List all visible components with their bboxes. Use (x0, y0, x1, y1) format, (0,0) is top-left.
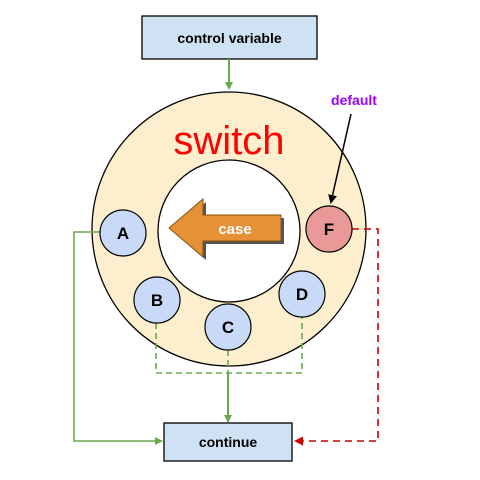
default-node-f-label: F (324, 220, 334, 239)
case-node-a: A (99, 209, 147, 257)
default-node-f: F (305, 205, 353, 253)
case-node-c: C (204, 303, 252, 351)
continue-box: continue (163, 422, 293, 462)
case-node-a-label: A (117, 224, 129, 243)
default-pointer-arrow (328, 113, 352, 204)
case-node-b-label: B (151, 291, 163, 310)
continue-label: continue (199, 434, 258, 450)
default-label: default (331, 92, 377, 108)
switch-label: switch (173, 119, 284, 163)
control-variable-label: control variable (177, 30, 281, 46)
case-arrow: case (168, 197, 284, 260)
default-to-continue-flow (294, 228, 379, 446)
case-label: case (218, 221, 251, 238)
control-variable-box: control variable (141, 15, 318, 60)
case-node-b: B (133, 276, 181, 324)
case-node-d: D (278, 270, 326, 318)
node-a-to-continue-flow (73, 231, 163, 445)
case-node-d-label: D (296, 285, 308, 304)
case-node-c-label: C (222, 318, 234, 337)
